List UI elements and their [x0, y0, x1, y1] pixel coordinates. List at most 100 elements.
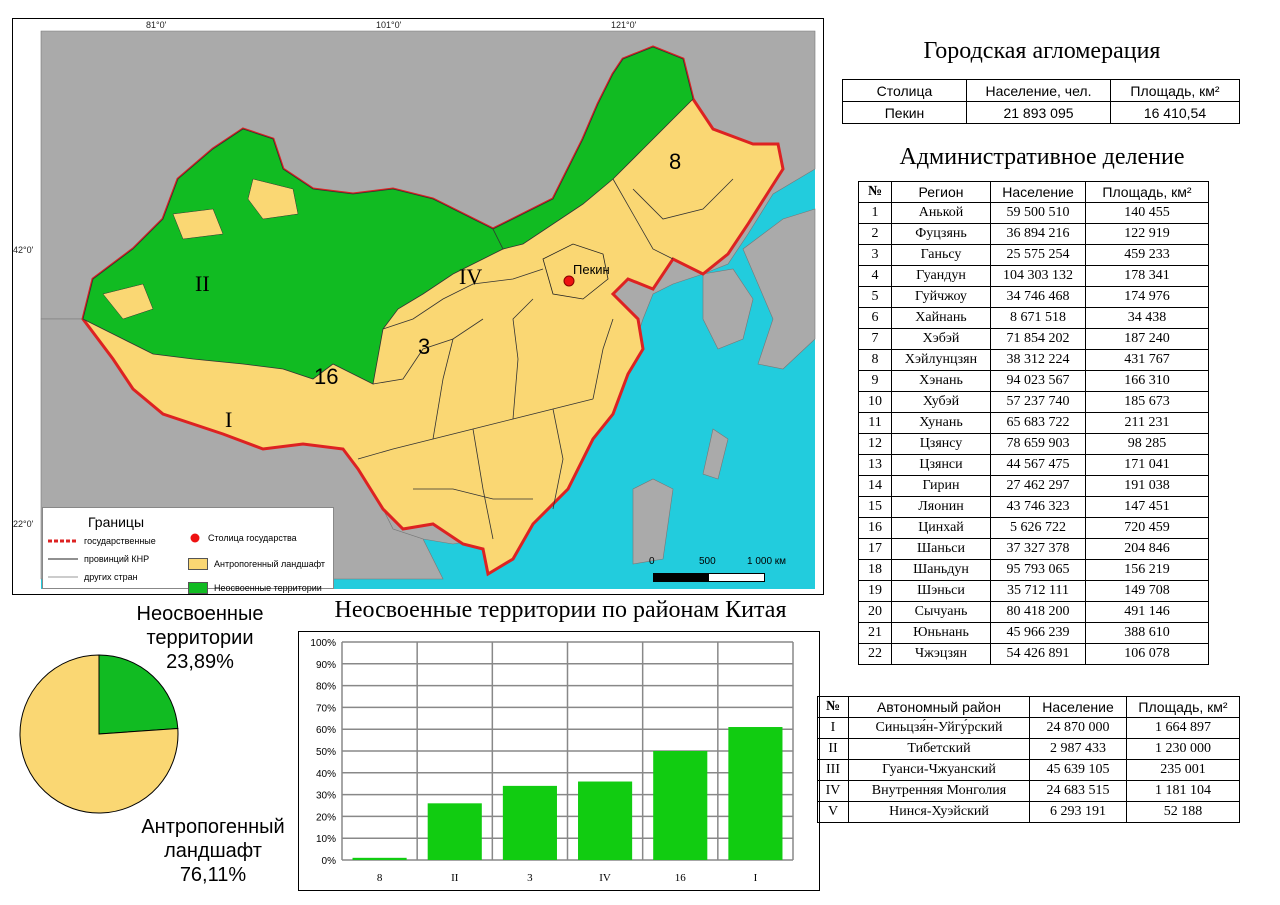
table-row: Пекин 21 893 095 16 410,54	[842, 101, 1240, 124]
table-cell: 24 870 000	[1029, 717, 1127, 739]
bar	[352, 857, 407, 860]
table-cell: 13	[858, 454, 892, 476]
table-cell: IV	[817, 780, 849, 802]
table-row: 2 Фуцзянь 36 894 216 122 919	[858, 223, 1209, 245]
region-label-3: 3	[418, 334, 431, 359]
table-header: Автономный район	[848, 696, 1030, 718]
table-cell: 7	[858, 328, 892, 350]
table-row: 12 Цзянсу 78 659 903 98 285	[858, 433, 1209, 455]
table-header-row: Столица Население, чел. Площадь, км²	[842, 79, 1240, 102]
table-row: 1 Анькой 59 500 510 140 455	[858, 202, 1209, 224]
table-cell: 149 708	[1085, 580, 1209, 602]
table-header: Площадь, км²	[1126, 696, 1240, 718]
x-tick-label: 16	[675, 872, 687, 884]
table-row: III Гуанси-Чжуанский 45 639 105 235 001	[817, 759, 1240, 781]
table-cell: 9	[858, 370, 892, 392]
table-row: 7 Хэбэй 71 854 202 187 240	[858, 328, 1209, 350]
table-cell: Гуандун	[891, 265, 991, 287]
table-row: 11 Хунань 65 683 722 211 231	[858, 412, 1209, 434]
bar-chart: 0% 10% 20% 30% 40% 50% 60% 70% 80% 90% 100% 8 II 3 IV 1…	[310, 638, 794, 884]
table-cell: 52 188	[1126, 801, 1240, 823]
table-cell: 94 023 567	[990, 370, 1086, 392]
table-cell: 156 219	[1085, 559, 1209, 581]
table-cell: Шаньси	[891, 538, 991, 560]
y-tick-label: 70%	[316, 703, 336, 714]
region-label-IV: IV	[459, 264, 483, 289]
table-row: 9 Хэнань 94 023 567 166 310	[858, 370, 1209, 392]
table-header: Площадь, км²	[1110, 79, 1240, 102]
table-row: 22 Чжэцзян 54 426 891 106 078	[858, 643, 1209, 665]
pie-slice	[98, 654, 179, 735]
table-cell: 720 459	[1085, 517, 1209, 539]
beijing-region	[542, 243, 609, 300]
table-cell: 6	[858, 307, 892, 329]
y-tick-label: 10%	[316, 834, 336, 845]
table-cell: Шэньси	[891, 580, 991, 602]
table-cell: 166 310	[1085, 370, 1209, 392]
table-cell: 34 746 468	[990, 286, 1086, 308]
table-cell: 44 567 475	[990, 454, 1086, 476]
table-row: IV Внутренняя Монголия 24 683 515 1 181 104	[817, 780, 1240, 802]
table-cell: Внутренняя Монголия	[848, 780, 1030, 802]
anthro-patch	[102, 283, 154, 320]
region-label-II: II	[195, 271, 210, 296]
autonomous-regions-table: № Автономный район Население Площадь, км…	[817, 696, 1240, 823]
table-cell: 6 293 191	[1029, 801, 1127, 823]
table-cell: 80 418 200	[990, 601, 1086, 623]
legend-title: Границы	[88, 514, 144, 530]
table-row: 4 Гуандун 104 303 132 178 341	[858, 265, 1209, 287]
table-cell: 37 327 378	[990, 538, 1086, 560]
table-cell: II	[817, 738, 849, 760]
table-cell: 11	[858, 412, 892, 434]
table-row: 20 Сычуань 80 418 200 491 146	[858, 601, 1209, 623]
legend-province-border: провинций КНР	[48, 554, 150, 564]
table-cell: 3	[858, 244, 892, 266]
legend-anthro: Антропогенный ландшафт	[188, 558, 325, 570]
table-cell: 147 451	[1085, 496, 1209, 518]
table-header: Население	[990, 181, 1086, 203]
table-cell: Ганьсу	[891, 244, 991, 266]
table-cell: 5	[858, 286, 892, 308]
table-row: 15 Ляонин 43 746 323 147 451	[858, 496, 1209, 518]
table-cell: 2	[858, 223, 892, 245]
table-cell: 22	[858, 643, 892, 665]
table-row: 18 Шаньдун 95 793 065 156 219	[858, 559, 1209, 581]
table-cell: 5 626 722	[990, 517, 1086, 539]
table-cell: 122 919	[1085, 223, 1209, 245]
table-cell: Юньнань	[891, 622, 991, 644]
table-cell: 18	[858, 559, 892, 581]
table-cell: 1 664 897	[1126, 717, 1240, 739]
table-row: 14 Гирин 27 462 297 191 038	[858, 475, 1209, 497]
capital-label: Пекин	[573, 262, 610, 277]
table-cell: 106 078	[1085, 643, 1209, 665]
table-cell: Хайнань	[891, 307, 991, 329]
bar	[653, 751, 708, 860]
table-row: 21 Юньнань 45 966 239 388 610	[858, 622, 1209, 644]
y-tick-label: 0%	[322, 856, 337, 867]
table-row: 8 Хэйлунцзян 38 312 224 431 767	[858, 349, 1209, 371]
pie-chart	[19, 654, 179, 814]
table-cell: Хэйлунцзян	[891, 349, 991, 371]
japan-land	[742, 208, 816, 370]
table-row: 13 Цзянси 44 567 475 171 041	[858, 454, 1209, 476]
table-cell: 140 455	[1085, 202, 1209, 224]
pie-slice	[19, 654, 179, 814]
pie-label-anthro: Антропогенный ландшафт 76,11%	[141, 816, 285, 886]
table-header: №	[817, 696, 849, 718]
y-tick-label: 60%	[316, 725, 336, 736]
table-cell: 38 312 224	[990, 349, 1086, 371]
table-cell: Гуанси-Чжуанский	[848, 759, 1030, 781]
table-cell: 43 746 323	[990, 496, 1086, 518]
table-cell: 27 462 297	[990, 475, 1086, 497]
table-row: 10 Хубэй 57 237 740 185 673	[858, 391, 1209, 413]
table-cell: 78 659 903	[990, 433, 1086, 455]
map-canvas	[40, 30, 816, 589]
table-header: Население, чел.	[966, 79, 1111, 102]
table-cell: 35 712 111	[990, 580, 1086, 602]
table-cell: 19	[858, 580, 892, 602]
table-cell: 491 146	[1085, 601, 1209, 623]
table-cell: 71 854 202	[990, 328, 1086, 350]
table-row: I Синьцзя́н-Уйгу́рский 24 870 000 1 664 897	[817, 717, 1240, 739]
table-cell: Хэбэй	[891, 328, 991, 350]
bar-chart-frame: 0% 10% 20% 30% 40% 50% 60% 70% 80% 90% 100% 8 II 3 IV 1…	[298, 631, 820, 891]
